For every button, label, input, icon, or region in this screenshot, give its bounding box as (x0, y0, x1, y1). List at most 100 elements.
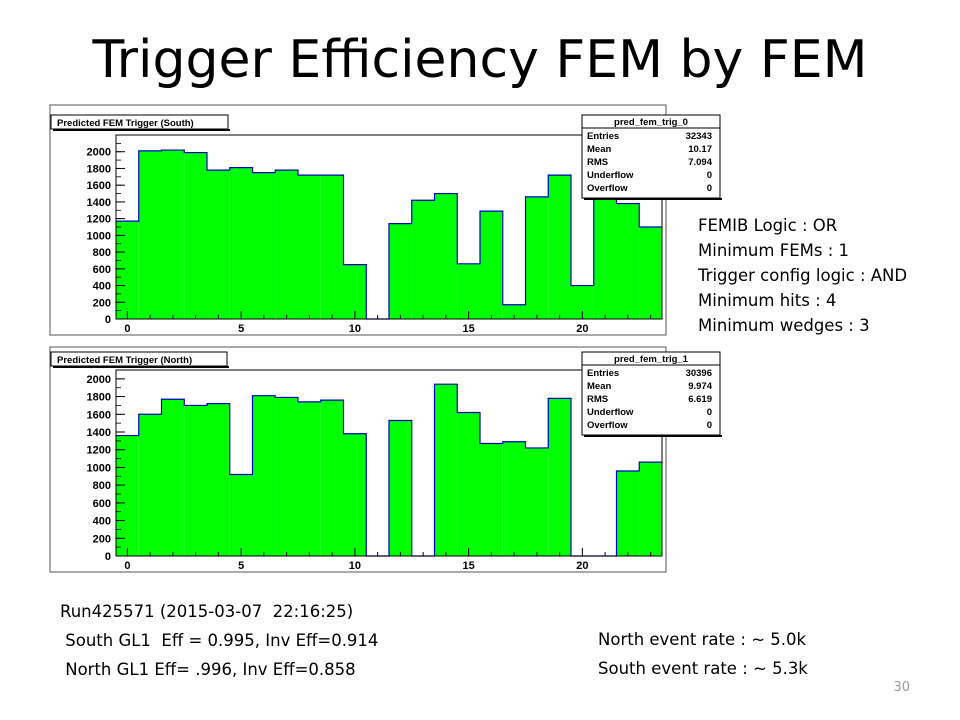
stats-value: 0 (707, 170, 712, 181)
config-notes: FEMIB Logic : OR Minimum FEMs : 1 Trigge… (698, 213, 907, 338)
stats-value: 30396 (686, 368, 712, 379)
stats-value: 10.17 (688, 144, 712, 155)
y-tick-label: 1600 (87, 180, 111, 192)
y-tick-label: 2000 (87, 147, 111, 159)
histogram-bar (389, 420, 412, 556)
y-tick-label: 1000 (87, 462, 111, 474)
stats-box (581, 351, 721, 436)
stats-name: pred_fem_trig_0 (614, 117, 688, 128)
y-tick-label: 0 (105, 314, 111, 326)
histogram-bar (525, 447, 549, 556)
histogram-bar (320, 175, 344, 319)
stats-label: RMS (587, 157, 608, 168)
histogram-bar (343, 264, 367, 319)
stats-label: Entries (587, 368, 619, 379)
histogram-title: Predicted FEM Trigger (South) (57, 118, 194, 129)
x-tick-label: 20 (576, 560, 588, 572)
histogram-bar (548, 398, 571, 556)
histogram-bar (411, 200, 435, 319)
y-tick-label: 1400 (87, 197, 111, 209)
histogram-bar (184, 152, 207, 319)
stats-label: RMS (587, 394, 608, 405)
stats-box (581, 114, 721, 199)
y-tick-label: 1000 (87, 230, 111, 242)
histogram-bar (480, 211, 503, 319)
stats-value: 6.619 (688, 394, 712, 405)
page-number: 30 (893, 680, 910, 695)
y-tick-label: 400 (93, 516, 111, 528)
histogram-bar (298, 401, 321, 556)
histogram-bar (434, 384, 458, 556)
histogram-bar (207, 170, 230, 319)
stats-label: Overflow (587, 183, 628, 194)
histogram-bar (207, 403, 230, 556)
y-tick-label: 0 (105, 551, 111, 563)
y-tick-label: 1200 (87, 445, 111, 457)
x-tick-label: 5 (238, 560, 244, 572)
x-tick-label: 0 (124, 560, 130, 572)
histogram-bar (571, 285, 594, 319)
y-tick-label: 600 (93, 264, 111, 276)
histogram-title: Predicted FEM Trigger (North) (57, 355, 192, 366)
histogram-bar (161, 150, 185, 319)
histogram-bar (480, 443, 503, 556)
x-tick-label: 10 (349, 323, 361, 335)
stats-value: 0 (707, 407, 712, 418)
slide-title: Trigger Efficiency FEM by FEM (92, 30, 868, 90)
stats-value: 0 (707, 420, 712, 431)
histogram-bar (184, 405, 207, 556)
stats-label: Overflow (587, 420, 628, 431)
stats-box-shadow (584, 198, 722, 200)
y-tick-label: 1800 (87, 163, 111, 175)
y-tick-label: 1200 (87, 214, 111, 226)
histogram-bar (229, 167, 253, 319)
histogram-bar (138, 414, 162, 556)
stats-label: Underflow (587, 170, 634, 181)
y-tick-label: 200 (93, 297, 111, 309)
north-efficiency: North GL1 Eff= .996, Inv Eff=0.858 (60, 660, 356, 679)
config-note-femib-logic: FEMIB Logic : OR (698, 216, 838, 235)
stats-value: 7.094 (688, 157, 712, 168)
histogram-bar (138, 150, 162, 319)
histogram-bar (320, 400, 344, 556)
south-efficiency: South GL1 Eff = 0.995, Inv Eff=0.914 (60, 631, 379, 650)
histogram-bar (639, 462, 662, 556)
histogram-bar (434, 193, 458, 319)
title-box-shadow (53, 129, 230, 131)
y-tick-label: 200 (93, 533, 111, 545)
x-tick-label: 10 (349, 560, 361, 572)
y-tick-label: 1400 (87, 427, 111, 439)
y-tick-label: 600 (93, 498, 111, 510)
config-note-min-hits: Minimum hits : 4 (698, 291, 837, 310)
histogram-bar (298, 175, 321, 319)
stats-value: 32343 (686, 131, 712, 142)
stats-label: Mean (587, 144, 611, 155)
south-event-rate: South event rate : ~ 5.3k (598, 659, 808, 678)
title-box-shadow (53, 366, 229, 368)
histogram-bar (593, 189, 617, 319)
histogram-bar (502, 441, 526, 556)
histogram-bar (616, 470, 640, 556)
histogram-bar (275, 397, 298, 556)
histogram-bar (161, 399, 185, 556)
stats-value: 0 (707, 183, 712, 194)
histogram-bar (252, 395, 276, 556)
histogram-bar (229, 474, 253, 556)
histogram-bar (639, 227, 662, 319)
stats-name: pred_fem_trig_1 (614, 354, 689, 365)
north-event-rate: North event rate : ~ 5.0k (598, 630, 807, 649)
event-rates: North event rate : ~ 5.0k South event ra… (598, 625, 808, 683)
histogram-bar (457, 263, 480, 319)
stats-value: 9.974 (688, 381, 712, 392)
x-tick-label: 15 (463, 323, 475, 335)
histogram-bar (343, 433, 367, 556)
y-tick-label: 800 (93, 247, 111, 259)
stats-label: Underflow (587, 407, 634, 418)
histogram-bar (457, 412, 480, 556)
stats-label: Entries (587, 131, 619, 142)
run-info: Run425571 (2015-03-07 22:16:25) South GL… (60, 597, 378, 684)
histogram-bar (252, 172, 276, 319)
histogram-bar (116, 221, 139, 319)
